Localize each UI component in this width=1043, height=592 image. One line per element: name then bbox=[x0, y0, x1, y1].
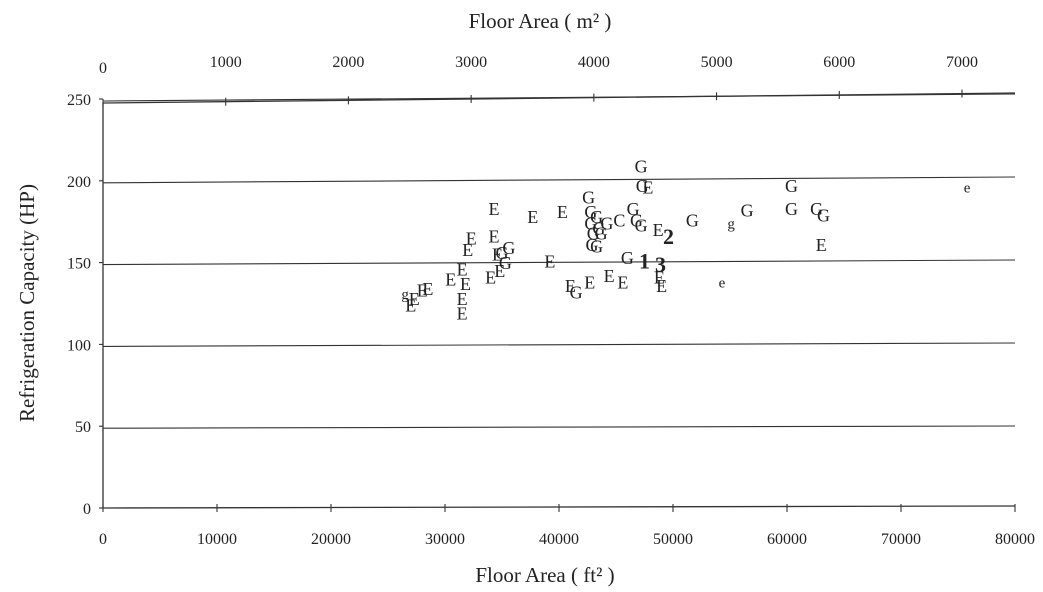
data-point-38: E bbox=[617, 273, 628, 293]
data-point-27: G bbox=[584, 202, 597, 222]
data-point-60: E bbox=[816, 235, 827, 255]
y-gridline-200 bbox=[102, 176, 1016, 184]
data-point-51: 2 bbox=[663, 224, 674, 249]
data-point-3: E bbox=[417, 281, 428, 301]
y-tick-label-100: 100 bbox=[67, 337, 91, 354]
data-point-32: G bbox=[592, 219, 605, 239]
data-point-30: G bbox=[586, 235, 599, 255]
data-point-20: E bbox=[527, 207, 538, 227]
x-top-tick-label-4000: 4000 bbox=[578, 54, 610, 71]
data-point-9: E bbox=[460, 274, 471, 294]
data-point-17: G bbox=[496, 243, 509, 263]
data-point-16: E bbox=[494, 261, 505, 281]
data-point-39: G bbox=[621, 248, 634, 268]
data-point-47: E bbox=[653, 220, 664, 240]
data-point-57: G bbox=[785, 199, 798, 219]
y-tick-label-150: 150 bbox=[67, 256, 91, 273]
x-tick-label-10000: 10000 bbox=[197, 531, 237, 548]
data-point-4: E bbox=[422, 279, 433, 299]
x-tick-label-30000: 30000 bbox=[425, 531, 465, 548]
data-point-23: E bbox=[565, 276, 576, 296]
data-point-24: G bbox=[570, 282, 583, 302]
data-point-50: E bbox=[656, 276, 667, 296]
data-point-44: G bbox=[636, 176, 649, 196]
y-tick-label-250: 250 bbox=[67, 92, 91, 109]
data-point-59: G bbox=[817, 205, 830, 225]
data-point-13: E bbox=[489, 199, 500, 219]
data-point-36: E bbox=[604, 266, 615, 286]
data-point-43: G bbox=[635, 156, 648, 176]
x-tick-label-50000: 50000 bbox=[653, 531, 693, 548]
x-top-tick-label-2000: 2000 bbox=[332, 54, 364, 71]
data-point-54: g bbox=[727, 217, 735, 233]
data-point-49: 3 bbox=[655, 252, 666, 277]
data-point-31: G bbox=[590, 207, 603, 227]
data-point-2: E bbox=[409, 289, 420, 309]
data-point-53: e bbox=[719, 275, 726, 291]
x-top-tick-label-3000: 3000 bbox=[455, 54, 487, 71]
data-point-46: 1 bbox=[639, 249, 650, 274]
data-point-48: E bbox=[654, 268, 665, 288]
x-tick-label-80000: 80000 bbox=[995, 531, 1035, 548]
x-tick-label-0: 0 bbox=[99, 531, 107, 548]
data-point-33: G bbox=[595, 223, 608, 243]
data-point-5: E bbox=[445, 269, 456, 289]
data-point-8: E bbox=[457, 304, 468, 324]
x-top-tick-label-1000: 1000 bbox=[210, 54, 242, 71]
data-point-21: E bbox=[544, 251, 555, 271]
data-point-61: e bbox=[964, 181, 971, 197]
data-point-1: E bbox=[405, 295, 416, 315]
data-point-12: E bbox=[485, 268, 496, 288]
data-point-18: G bbox=[499, 253, 512, 273]
bottom-x-axis-title: Floor Area ( ft² ) bbox=[475, 563, 614, 587]
y-tick-label-0: 0 bbox=[83, 501, 91, 518]
y-gridline-150 bbox=[102, 259, 1016, 266]
x-axis-top-line bbox=[102, 92, 1016, 104]
data-point-42: G bbox=[635, 215, 648, 235]
data-point-15: E bbox=[492, 245, 503, 265]
x-top-tick-label-6000: 6000 bbox=[823, 54, 855, 71]
y-gridline-50 bbox=[102, 425, 1016, 429]
x-tick-label-70000: 70000 bbox=[881, 531, 921, 548]
x-tick-label-40000: 40000 bbox=[539, 531, 579, 548]
data-point-7: E bbox=[457, 289, 468, 309]
data-point-35: G bbox=[600, 214, 613, 234]
data-point-52: G bbox=[686, 210, 699, 230]
data-point-58: G bbox=[810, 199, 823, 219]
data-point-37: C bbox=[613, 210, 625, 230]
data-point-28: G bbox=[584, 214, 597, 234]
data-point-34: G bbox=[590, 237, 603, 257]
grid-lines bbox=[102, 93, 1016, 429]
y-tick-label-50: 50 bbox=[75, 419, 91, 436]
x-top-tick-label-0: 0 bbox=[99, 60, 107, 77]
data-point-22: E bbox=[557, 202, 568, 222]
data-point-40: G bbox=[627, 199, 640, 219]
x-top-tick-label-7000: 7000 bbox=[946, 54, 978, 71]
data-point-55: G bbox=[741, 201, 754, 221]
data-point-10: E bbox=[462, 240, 473, 260]
y-tick-label-200: 200 bbox=[67, 174, 91, 191]
data-point-26: G bbox=[582, 187, 595, 207]
y-axis-title: Refrigeration Capacity (HP) bbox=[15, 184, 39, 422]
data-point-19: G bbox=[502, 238, 515, 258]
data-point-11: E bbox=[466, 228, 477, 248]
data-point-25: E bbox=[584, 273, 595, 293]
data-point-6: E bbox=[457, 259, 468, 279]
data-point-29: G bbox=[587, 223, 600, 243]
top-x-axis-title: Floor Area ( m² ) bbox=[469, 9, 612, 33]
axes bbox=[99, 89, 1016, 512]
x-top-tick-label-5000: 5000 bbox=[701, 54, 733, 71]
x-tick-label-60000: 60000 bbox=[767, 531, 807, 548]
data-point-45: E bbox=[642, 178, 653, 198]
x-tick-label-20000: 20000 bbox=[311, 531, 351, 548]
data-point-14: E bbox=[489, 227, 500, 247]
data-point-41: G bbox=[630, 210, 643, 230]
data-point-0: g bbox=[401, 287, 409, 303]
data-point-56: G bbox=[785, 176, 798, 196]
y-gridline-100 bbox=[102, 342, 1016, 347]
